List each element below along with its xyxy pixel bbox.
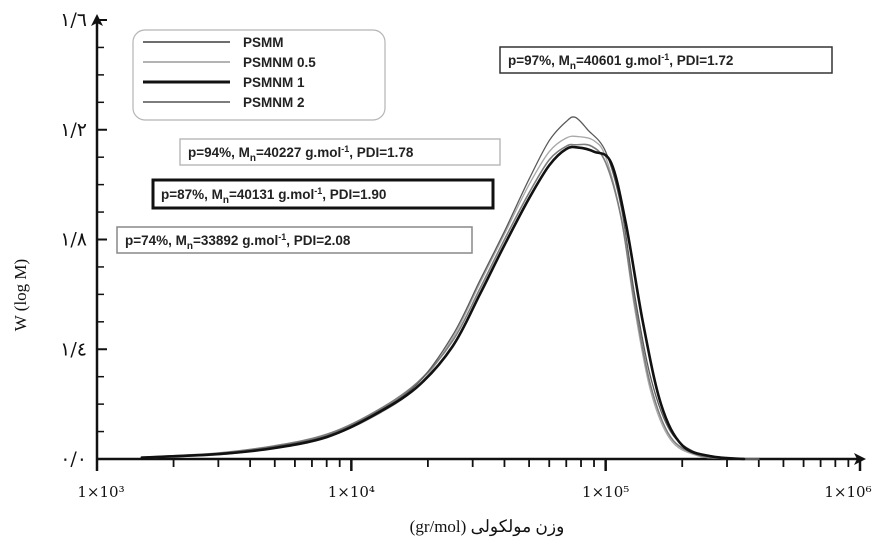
- annotation-sub: n: [250, 153, 256, 164]
- annotation-mid: =40131 g.mol: [229, 187, 314, 202]
- y-tick-label: ۱/٦: [60, 9, 87, 31]
- y-tick-label: ۱/۲: [60, 119, 87, 141]
- annotation-box: [499, 46, 833, 74]
- annotation-p: p=87%, M: [161, 187, 223, 202]
- annotation-end: , PDI=1.72: [669, 53, 733, 68]
- annotation-p: p=74%, M: [125, 233, 187, 248]
- annotation-text: p=87%, Mn=40131 g.mol-1, PDI=1.90: [161, 186, 386, 206]
- legend-label: PSMNM 0.5: [243, 55, 316, 70]
- annotation-sub: n: [570, 61, 576, 72]
- annotation-sup: -1: [278, 232, 286, 242]
- x-tick-label: 1×10⁶: [824, 483, 871, 501]
- y-tick-label: ۱/۸: [60, 229, 87, 251]
- annotation-psmnm-2: p=74%, Mn=33892 g.mol-1, PDI=2.08: [116, 226, 473, 254]
- annotation-mid: =40601 g.mol: [576, 53, 661, 68]
- annotation-box: [179, 138, 501, 166]
- annotation-box: [151, 178, 495, 210]
- annotation-box: [116, 226, 473, 254]
- annotation-sup: -1: [314, 186, 322, 196]
- series-layer: [140, 116, 760, 461]
- annotation-sup: -1: [341, 144, 349, 154]
- annotation-text: p=74%, Mn=33892 g.mol-1, PDI=2.08: [125, 232, 351, 252]
- x-tick-label: 1×10³: [77, 483, 124, 501]
- annotation-psmnm-05: p=94%, Mn=40227 g.mol-1, PDI=1.78: [179, 138, 501, 166]
- annotation-text: p=94%, Mn=40227 g.mol-1, PDI=1.78: [188, 144, 414, 164]
- x-tick-label: 1×10⁴: [328, 483, 375, 501]
- y-tick-label: ۱/٤: [60, 338, 87, 360]
- annotations: p=97%, Mn=40601 g.mol-1, PDI=1.72p=94%, …: [116, 46, 833, 254]
- legend-label: PSMM: [243, 35, 284, 50]
- x-axis-title: وزن مولکولی (gr/mol): [410, 517, 565, 537]
- annotation-end: , PDI=1.90: [322, 187, 386, 202]
- annotation-sup: -1: [661, 52, 669, 62]
- legend-box: [132, 29, 386, 121]
- annotation-text: p=97%, Mn=40601 g.mol-1, PDI=1.72: [508, 52, 733, 72]
- y-axis-title: W (log M): [11, 259, 30, 331]
- annotation-mid: =40227 g.mol: [256, 145, 341, 160]
- annotation-psmm: p=97%, Mn=40601 g.mol-1, PDI=1.72: [499, 46, 833, 74]
- series-line-psmm: [141, 116, 760, 460]
- annotation-end: , PDI=2.08: [286, 233, 351, 248]
- y-tick-label: ۰/۰: [60, 448, 87, 470]
- annotation-p: p=94%, M: [188, 145, 250, 160]
- annotation-p: p=97%, M: [508, 53, 570, 68]
- legend: PSMM PSMNM 0.5 PSMNM 1 PSMNM 2: [132, 29, 386, 121]
- series-line-psmnm-1: [140, 145, 746, 461]
- annotation-psmnm-1: p=87%, Mn=40131 g.mol-1, PDI=1.90: [151, 178, 495, 210]
- legend-label: PSMNM 2: [243, 95, 305, 110]
- annotation-mid: =33892 g.mol: [193, 233, 278, 248]
- annotation-sub: n: [223, 195, 229, 206]
- annotation-sub: n: [187, 241, 193, 252]
- legend-label: PSMNM 1: [243, 75, 305, 90]
- series-line-psmnm-2: [141, 143, 760, 460]
- annotation-end: , PDI=1.78: [349, 145, 414, 160]
- x-tick-label: 1×10⁵: [582, 483, 629, 501]
